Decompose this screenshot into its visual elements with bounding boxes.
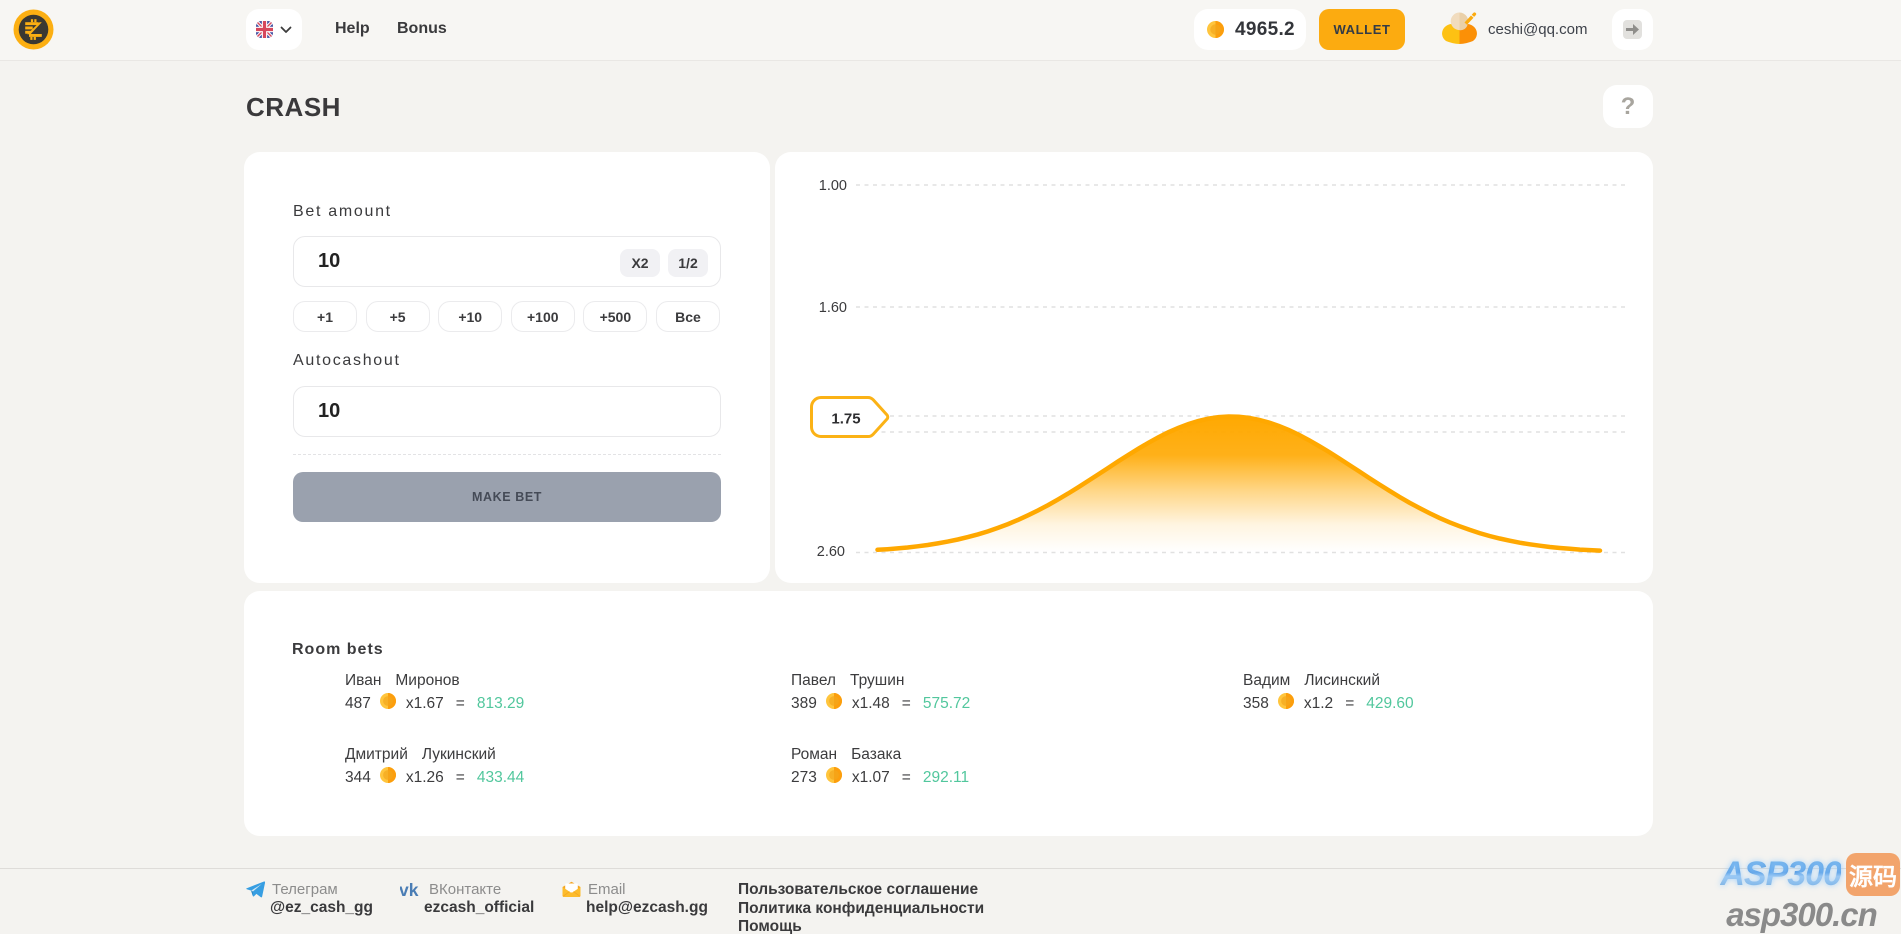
svg-text:1.75: 1.75: [831, 411, 860, 428]
svg-text:vk: vk: [400, 883, 419, 897]
